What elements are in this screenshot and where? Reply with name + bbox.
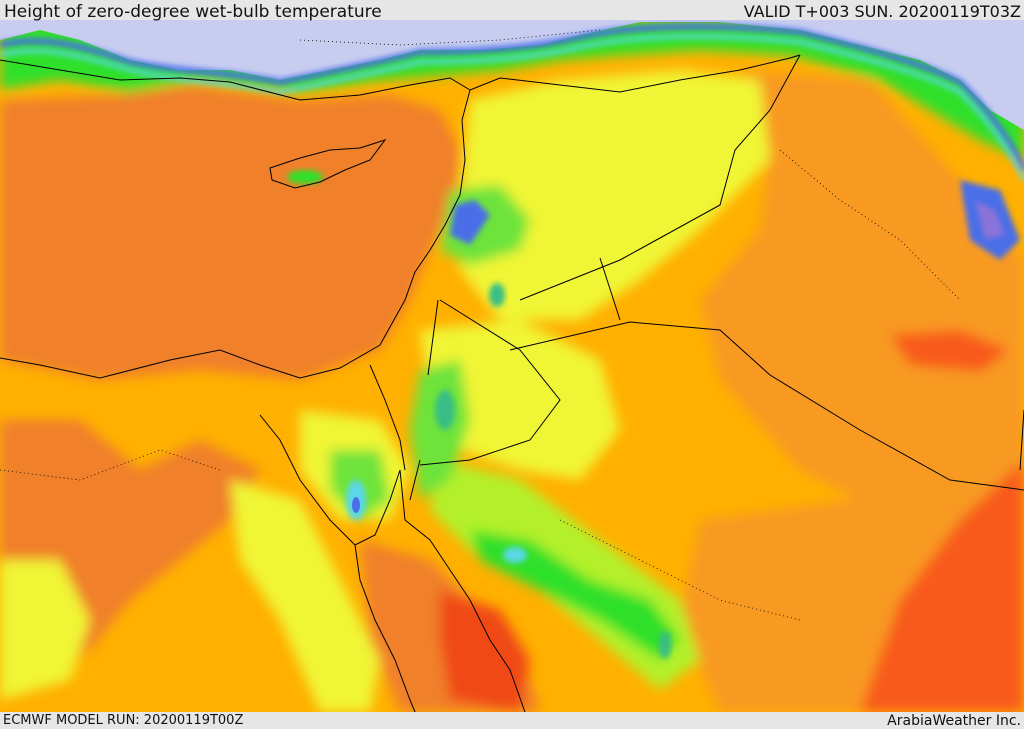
west-egypt-yellow [0,560,90,700]
saudi-iraq-border [509,321,1024,491]
saudi-teal-spot [503,547,527,563]
east-purple-patch [975,200,1005,240]
syria-iraq-border [519,54,801,301]
iraq-syria-border-2 [599,257,621,321]
suez-gulf-coast [259,414,401,546]
hermon-teal-spot [489,283,505,307]
saudi-teal-spot-2 [659,631,671,659]
med-sea-orange-area [0,85,460,380]
coastal-cyan-band [0,34,1024,181]
iraq-red-patch [890,330,1010,372]
model-run-label: ECMWF MODEL RUN: 20200119T00Z [3,713,244,728]
southeast-red-area [860,460,1024,712]
iraq-southern-border [1019,409,1024,471]
internal-boundaries [0,29,961,621]
cyprus-outline [269,139,387,189]
credit-label: ArabiaWeather Inc. [887,713,1021,729]
egypt-israel-border [369,364,406,471]
red-sea-west-coast [354,544,416,712]
header-bar: Height of zero-degree wet-bulb temperatu… [0,0,1024,22]
coastal-blue-band [0,23,1024,172]
footer-bar: ECMWF MODEL RUN: 20200119T00Z ArabiaWeat… [0,712,1024,729]
boundary-lines [0,54,1024,712]
north-sea-lavender [0,20,1024,130]
sinai-blue-spot [352,497,360,513]
turkey-coast [469,54,801,93]
contour-fill-layer [0,20,1024,712]
levant-coastline [0,89,471,379]
cyprus-green-spot [287,170,323,184]
valid-time-label: VALID T+003 SUN. 20200119T03Z [743,2,1021,21]
jordan-teal-spot [435,390,455,430]
forecast-map [0,20,1024,712]
syria-yellow-area [460,70,770,320]
dotted-line-saudi [559,519,801,621]
south-turkey-coast [0,59,471,101]
red-sea-red-area [440,590,530,712]
red-sea-east-coast [404,519,526,712]
egypt-hills-yellow [230,480,380,712]
dotted-line-iraq [779,149,961,301]
dead-sea-line [427,299,439,376]
saudi-green-band [470,530,680,660]
iraq-orange-area [700,70,1024,520]
lebanon-blue-patch [450,200,490,245]
dotted-line-egypt [0,449,221,481]
jordan-border [419,299,561,466]
jordan-yellow-area [420,320,620,480]
aqaba-gulf [399,459,421,521]
map-title: Height of zero-degree wet-bulb temperatu… [4,2,382,22]
